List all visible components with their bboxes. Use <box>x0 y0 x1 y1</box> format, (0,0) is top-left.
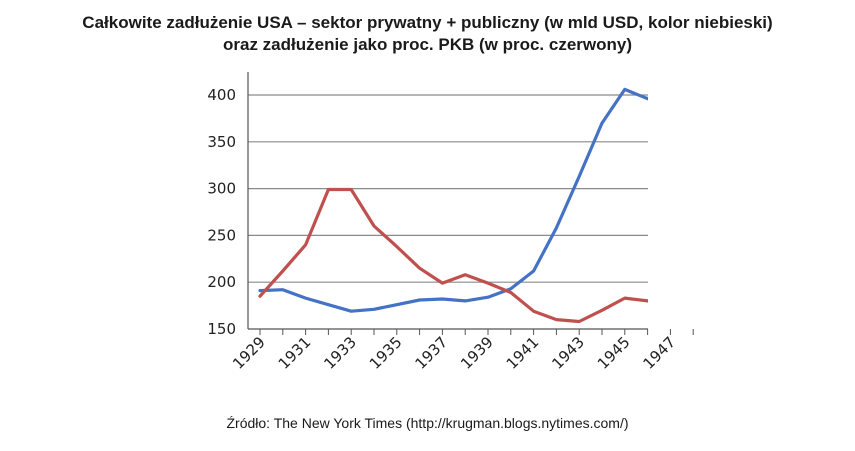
x-tick-label-1945: 1945 <box>594 333 634 373</box>
y-tick-label-200: 200 <box>207 273 236 291</box>
chart-title: Całkowite zadłużenie USA – sektor prywat… <box>0 12 855 56</box>
source-note: Źródło: The New York Times (http://krugm… <box>226 415 629 431</box>
series-line-red <box>258 187 648 324</box>
x-tick-label-1935: 1935 <box>366 333 406 373</box>
y-tick-label-350: 350 <box>207 133 236 151</box>
y-tick-label-150: 150 <box>207 320 236 338</box>
x-tick-label-1931: 1931 <box>275 333 315 373</box>
series-line-blue <box>258 87 648 313</box>
y-tick-label-300: 300 <box>207 180 236 198</box>
x-tick-label-1933: 1933 <box>320 333 360 373</box>
x-tick-label-1943: 1943 <box>548 333 588 373</box>
x-tick-label-1937: 1937 <box>411 333 451 373</box>
series-group <box>258 87 648 324</box>
x-tick-label-1941: 1941 <box>503 333 543 373</box>
chart-title-line-1: Całkowite zadłużenie USA – sektor prywat… <box>82 13 773 32</box>
y-tick-label-400: 400 <box>207 86 236 104</box>
x-tick-label-1939: 1939 <box>457 333 497 373</box>
chart-title-line-2: oraz zadłużenie jako proc. PKB (w proc. … <box>222 35 633 54</box>
y-tick-label-250: 250 <box>207 226 236 244</box>
x-tick-label-1947: 1947 <box>639 333 679 373</box>
x-tick-label-1929: 1929 <box>229 333 269 373</box>
